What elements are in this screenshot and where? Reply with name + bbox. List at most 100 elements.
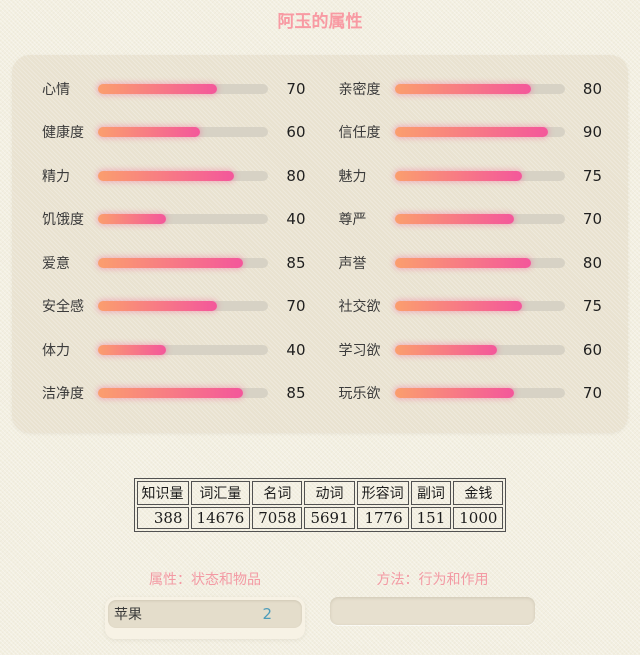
- stat-label: 心情: [42, 81, 70, 98]
- stat-bar-track: [394, 83, 565, 94]
- stat-bar-track: [394, 127, 565, 138]
- stat-bar-track: [394, 214, 565, 225]
- vocab-table-cell: 1776: [356, 507, 409, 529]
- stat-row: 健康度 60: [42, 111, 306, 155]
- stat-label: 精力: [42, 168, 70, 185]
- stat-bar-fill: [98, 388, 243, 399]
- attributes-column: 属性：状态和物品 苹果 2: [105, 570, 305, 639]
- bottom-area: 属性：状态和物品 苹果 2 方法：行为和作用: [0, 570, 640, 639]
- stat-value: 40: [286, 340, 306, 359]
- stat-row: 饥饿度 40: [42, 198, 306, 242]
- stat-row: 尊严 70: [339, 198, 603, 242]
- stat-label: 亲密度: [338, 81, 381, 98]
- stat-value: 40: [286, 210, 306, 229]
- stat-bar-track: [98, 83, 268, 94]
- stat-label: 饥饿度: [42, 212, 84, 229]
- vocab-table-header-cell: 金钱: [453, 481, 504, 505]
- stat-value: 85: [286, 384, 306, 403]
- methods-heading: 方法：行为和作用: [376, 572, 489, 588]
- stat-bar-track: [98, 127, 268, 138]
- stat-label: 爱意: [42, 255, 70, 272]
- stat-bar-track: [394, 257, 565, 268]
- inventory-list[interactable]: 苹果 2: [105, 597, 305, 639]
- stat-bar-track: [98, 388, 268, 399]
- vocab-table-cell: 151: [410, 507, 452, 529]
- stat-bar-fill: [98, 214, 166, 225]
- stat-bar-fill: [98, 127, 200, 138]
- stat-row: 玩乐欲 70: [339, 372, 603, 416]
- stat-label: 信任度: [338, 125, 381, 142]
- stat-value: 80: [286, 166, 306, 185]
- stat-bar-fill: [394, 170, 522, 181]
- stats-column-left: 心情 70 健康度 60 精力 80 饥饿度 40 爱意 85 安全感 70 体…: [42, 67, 306, 433]
- stat-value: 70: [286, 79, 306, 98]
- page-title: 阿玉的属性: [277, 12, 363, 32]
- stat-value: 85: [286, 253, 306, 272]
- stat-value: 75: [582, 297, 602, 316]
- stat-row: 信任度 90: [339, 111, 603, 155]
- stat-bar-fill: [394, 83, 531, 94]
- stat-value: 80: [582, 79, 602, 98]
- vocab-table-header-cell: 词汇量: [190, 481, 251, 505]
- stat-row: 声誉 80: [339, 241, 603, 285]
- stat-label: 声誉: [338, 255, 367, 272]
- stat-row: 洁净度 85: [42, 372, 306, 416]
- stats-column-right: 亲密度 80 信任度 90 魅力 75 尊严 70 声誉 80 社交欲 75 学…: [339, 67, 603, 433]
- stat-label: 玩乐欲: [338, 386, 381, 403]
- stat-bar-track: [98, 257, 268, 268]
- stat-value: 60: [582, 340, 602, 359]
- inventory-item[interactable]: 苹果 2: [108, 600, 302, 628]
- vocab-table-cell: 14676: [190, 507, 251, 529]
- item-count: 2: [262, 605, 272, 623]
- stat-row: 魅力 75: [339, 154, 603, 198]
- stat-label: 安全感: [42, 299, 84, 316]
- stat-bar-fill: [394, 214, 514, 225]
- stat-label: 学习欲: [338, 342, 381, 359]
- vocab-table-header-cell: 动词: [304, 481, 355, 505]
- vocab-table-value-row: 388 14676 7058 5691 1776 151 1000: [136, 507, 504, 529]
- vocab-table-header-row: 知识量 词汇量 名词 动词 形容词 副词 金钱: [136, 481, 504, 505]
- stat-row: 体力 40: [42, 328, 306, 372]
- stats-panel: 心情 70 健康度 60 精力 80 饥饿度 40 爱意 85 安全感 70 体…: [12, 55, 628, 433]
- stat-row: 精力 80: [42, 154, 306, 198]
- stat-value: 60: [286, 123, 306, 142]
- stat-label: 体力: [42, 342, 70, 359]
- stat-value: 80: [582, 253, 602, 272]
- stat-bar-track: [394, 344, 565, 355]
- stat-row: 亲密度 80: [339, 67, 603, 111]
- stat-bar-track: [98, 344, 268, 355]
- vocab-table-cell: 388: [136, 507, 189, 529]
- stat-bar-track: [394, 388, 565, 399]
- stat-bar-fill: [394, 344, 497, 355]
- stat-value: 70: [582, 210, 602, 229]
- stat-value: 90: [582, 123, 602, 142]
- vocab-table-header-cell: 形容词: [356, 481, 409, 505]
- vocab-table-cell: 5691: [304, 507, 355, 529]
- stat-value: 75: [582, 166, 602, 185]
- attributes-heading: 属性：状态和物品: [149, 572, 261, 588]
- stat-value: 70: [286, 297, 306, 316]
- vocab-table-header-cell: 名词: [252, 481, 303, 505]
- methods-column: 方法：行为和作用: [330, 570, 535, 639]
- stat-label: 魅力: [338, 168, 367, 185]
- stat-label: 健康度: [42, 125, 84, 142]
- stat-bar-fill: [394, 127, 548, 138]
- stat-label: 尊严: [338, 212, 367, 229]
- stat-row: 安全感 70: [42, 285, 306, 329]
- stat-row: 学习欲 60: [339, 328, 603, 372]
- methods-list[interactable]: [330, 597, 535, 625]
- vocab-table-wrap: 知识量 词汇量 名词 动词 形容词 副词 金钱 388 14676 7058 5691 1776 15…: [0, 478, 640, 532]
- vocab-table: 知识量 词汇量 名词 动词 形容词 副词 金钱 388 14676 7058 5691 1776 15…: [133, 478, 507, 532]
- stat-bar-track: [98, 170, 268, 181]
- stat-bar-fill: [98, 257, 243, 268]
- stat-row: 心情 70: [42, 67, 306, 111]
- stat-bar-track: [98, 301, 268, 312]
- stat-label: 社交欲: [338, 299, 381, 316]
- stat-bar-fill: [394, 301, 522, 312]
- vocab-table-header-cell: 知识量: [136, 481, 189, 505]
- item-name: 苹果: [114, 607, 142, 623]
- stat-label: 洁净度: [42, 386, 84, 403]
- stat-bar-fill: [394, 257, 531, 268]
- stat-value: 70: [582, 384, 602, 403]
- stat-bar-fill: [394, 388, 514, 399]
